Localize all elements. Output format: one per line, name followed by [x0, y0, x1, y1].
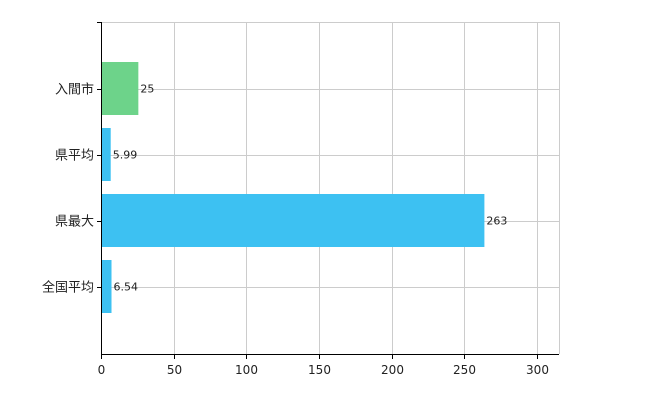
bar-0 [102, 62, 139, 115]
data-label-2: 263 [486, 215, 507, 228]
category-label-2: 県最大 [55, 215, 94, 230]
grid-lines [101, 22, 560, 354]
x-tick-label-100: 100 [235, 363, 258, 377]
category-label-1: 県平均 [55, 149, 94, 164]
bars [102, 62, 485, 313]
x-tick-label-250: 250 [453, 363, 476, 377]
x-tick-label-200: 200 [381, 363, 404, 377]
x-tick-label-300: 300 [526, 363, 549, 377]
category-label-3: 全国平均 [42, 280, 94, 296]
data-label-3: 6.54 [114, 281, 138, 294]
x-tick-label-0: 0 [98, 363, 106, 377]
bar-1 [102, 128, 111, 181]
bar-3 [102, 260, 112, 313]
data-label-1: 5.99 [113, 149, 137, 162]
axes [97, 22, 559, 359]
category-label-0: 入間市 [55, 82, 94, 98]
bar-2 [102, 194, 485, 247]
x-tick-label-50: 50 [167, 363, 182, 377]
data-label-0: 25 [140, 83, 154, 96]
x-tick-label-150: 150 [308, 363, 331, 377]
